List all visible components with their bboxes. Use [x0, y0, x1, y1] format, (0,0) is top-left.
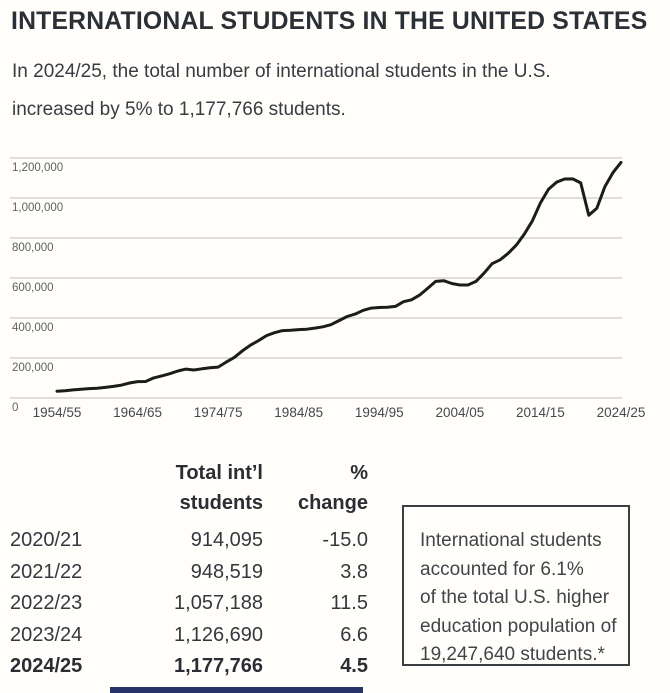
table-row-year: 2021/22 [10, 560, 83, 583]
footer-bar-partial [110, 687, 363, 693]
note-box-line: of the total U.S. higher [420, 587, 610, 608]
subtitle-line-2: increased by 5% to 1,177,766 students. [12, 99, 346, 120]
page-title: INTERNATIONAL STUDENTS IN THE UNITED STA… [11, 7, 648, 35]
table-row-year: 2022/23 [10, 592, 83, 614]
column-header-change-line-1: % [350, 462, 368, 484]
y-axis-tick-label: 400,000 [12, 322, 54, 334]
table-row-students: 1,057,188 [174, 592, 263, 614]
table-row-students: 914,095 [190, 529, 263, 551]
table-row-change: -15.0 [322, 529, 368, 551]
table-row-students: 1,177,766 [174, 655, 263, 677]
y-axis-tick-label: 200,000 [12, 362, 54, 374]
column-header-students-line-1: Total int’l [175, 462, 263, 484]
x-axis-tick-label: 1984/85 [274, 405, 323, 420]
table-row-change: 4.5 [340, 655, 368, 677]
enrollment-series-line [55, 160, 623, 393]
table-row-change: 3.8 [340, 560, 368, 583]
y-axis-tick-label: 1,000,000 [12, 202, 63, 214]
y-axis-tick-label: 0 [12, 402, 18, 414]
y-axis-tick-label: 1,200,000 [12, 162, 63, 174]
x-axis-tick-label: 2004/05 [435, 405, 484, 420]
x-axis-tick-label: 1974/75 [194, 405, 243, 420]
column-header-change-line-2: change [297, 492, 368, 514]
note-box: International students accounted for 6.1%… [402, 505, 630, 666]
table-row-change: 6.6 [340, 623, 368, 646]
table-row-students: 948,519 [190, 560, 263, 583]
note-box-line: accounted for 6.1% [420, 558, 584, 580]
x-axis-tick-label: 2024/25 [597, 405, 646, 420]
enrollment-line-chart: 0 200,000 400,000 600,000 800,000 1,000,000 1,… [10, 157, 646, 420]
y-axis-tick-label: 600,000 [12, 282, 54, 294]
note-box-line: education population of [420, 615, 617, 637]
column-header-students-line-2: students [179, 492, 263, 514]
note-box-line: International students [420, 530, 602, 551]
x-axis-tick-label: 1964/65 [113, 405, 162, 420]
table-row-year: 2020/21 [10, 529, 83, 551]
note-box-line: 19,247,640 students.* [420, 644, 605, 665]
x-axis-tick-label: 2014/15 [516, 405, 565, 420]
x-axis-tick-label: 1954/55 [33, 405, 82, 420]
table-row-change: 11.5 [330, 592, 368, 614]
table-row-year: 2024/25 [10, 655, 83, 677]
x-axis-tick-label: 1994/95 [355, 405, 404, 420]
table-row-students: 1,126,690 [174, 623, 263, 646]
y-axis-tick-label: 800,000 [12, 242, 54, 254]
table-row-year: 2023/24 [10, 623, 83, 646]
subtitle-line-1: In 2024/25, the total number of internat… [12, 61, 551, 82]
